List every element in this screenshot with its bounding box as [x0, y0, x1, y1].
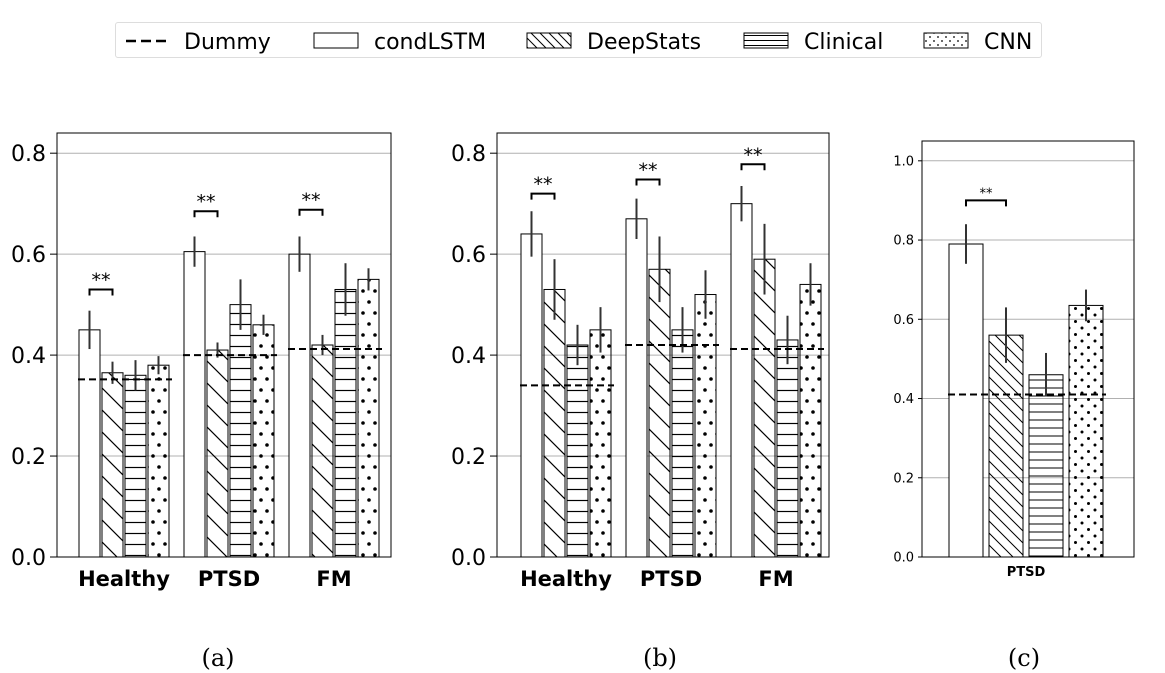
x-tick-label-ptsd: PTSD	[1007, 565, 1046, 580]
y-tick-label: 0.0	[11, 546, 46, 571]
y-tick-label: 0.0	[893, 551, 914, 566]
significance-label-healthy: **	[92, 269, 111, 291]
y-tick-label: 0.4	[893, 392, 914, 407]
legend-item-deepstats: DeepStats	[526, 30, 701, 55]
y-tick-label: 0.6	[893, 313, 914, 328]
significance-label-ptsd: **	[980, 186, 994, 201]
legend: Dummy condLSTM DeepStats Clinical CNN	[115, 22, 1042, 58]
legend-cnn-swatch	[923, 32, 969, 49]
y-tick-label: 1.0	[893, 154, 914, 169]
significance-bracket-fm	[740, 163, 766, 171]
x-tick-label-ptsd: PTSD	[198, 567, 260, 591]
legend-label-condlstm: condLSTM	[374, 30, 486, 55]
y-tick-label: 0.6	[451, 243, 486, 268]
legend-label-cnn: CNN	[984, 30, 1032, 55]
plot-frame	[56, 132, 392, 558]
bar-cnn-ptsd	[252, 324, 275, 558]
bar-cnn-ptsd	[1068, 304, 1104, 558]
bar-condlstm-ptsd	[625, 218, 648, 558]
y-tick-label: 0.6	[11, 243, 46, 268]
bar-clinical-ptsd	[671, 329, 694, 558]
plot-frame	[921, 140, 1135, 558]
x-tick-label-healthy: Healthy	[520, 567, 612, 591]
legend-label-clinical: Clinical	[804, 30, 883, 55]
y-tick-label: 0.8	[11, 142, 46, 167]
bar-clinical-fm	[334, 288, 357, 558]
legend-label-dummy: Dummy	[184, 30, 271, 55]
bar-cnn-fm	[357, 278, 380, 558]
y-tick-label: 0.0	[451, 546, 486, 571]
significance-bracket-ptsd	[193, 210, 219, 218]
significance-label-fm: **	[302, 190, 321, 212]
x-tick-label-fm: FM	[758, 567, 793, 591]
chart-caption: (a)	[201, 644, 234, 672]
bar-clinical-ptsd	[229, 304, 252, 558]
significance-bracket-healthy	[88, 288, 114, 296]
bar-deepstats-fm	[753, 258, 776, 558]
y-tick-label: 0.8	[451, 142, 486, 167]
x-tick-label-ptsd: PTSD	[640, 567, 702, 591]
bar-deepstats-healthy	[101, 372, 124, 558]
chart-b: 0.0 0.2 0.4 0.6 0.8 ** Healthy ** PTSD ** FM (b)	[451, 132, 830, 672]
bar-condlstm-healthy	[520, 233, 543, 558]
bar-deepstats-ptsd	[206, 349, 229, 558]
legend-item-cnn: CNN	[923, 30, 1032, 55]
legend-svg: Dummy condLSTM DeepStats Clinical CNN	[126, 30, 1032, 55]
x-tick-label-fm: FM	[316, 567, 351, 591]
plot-frame	[496, 132, 830, 558]
y-tick-label: 0.2	[11, 445, 46, 470]
bar-cnn-healthy	[147, 364, 170, 558]
bar-clinical-ptsd	[1028, 374, 1064, 558]
significance-label-ptsd: **	[639, 159, 658, 181]
bar-condlstm-healthy	[78, 329, 101, 558]
legend-item-condlstm: condLSTM	[313, 30, 486, 55]
y-tick-label: 0.4	[11, 344, 46, 369]
bar-cnn-healthy	[589, 329, 612, 558]
bar-cnn-ptsd	[694, 294, 717, 558]
legend-item-clinical: Clinical	[743, 30, 883, 55]
chart-caption: (c)	[1008, 644, 1040, 672]
bar-deepstats-fm	[311, 344, 334, 558]
bar-condlstm-fm	[288, 253, 311, 558]
chart-c: 0.0 0.2 0.4 0.6 0.8 1.0 ** PTSD (c)	[893, 140, 1135, 672]
legend-deepstats-swatch	[526, 32, 572, 49]
y-tick-label: 0.4	[451, 344, 486, 369]
y-tick-label: 0.2	[893, 471, 914, 486]
bar-condlstm-ptsd	[948, 243, 984, 558]
legend-condlstm-swatch	[313, 32, 359, 49]
bar-deepstats-healthy	[543, 288, 566, 558]
chart-a: 0.0 0.2 0.4 0.6 0.8 ** Healthy ** PTSD ** FM (a)	[11, 132, 392, 672]
bar-deepstats-ptsd	[648, 268, 671, 558]
bar-clinical-fm	[776, 339, 799, 558]
significance-label-fm: **	[744, 144, 763, 166]
bar-condlstm-fm	[730, 203, 753, 558]
bar-cnn-fm	[799, 283, 822, 558]
bar-deepstats-ptsd	[988, 334, 1024, 558]
y-tick-label: 0.8	[893, 234, 914, 249]
bar-condlstm-ptsd	[183, 251, 206, 558]
significance-bracket-ptsd	[965, 199, 1007, 207]
significance-bracket-ptsd	[635, 178, 661, 186]
legend-clinical-swatch	[743, 32, 789, 49]
x-tick-label-healthy: Healthy	[78, 567, 170, 591]
significance-bracket-fm	[298, 208, 324, 216]
significance-bracket-healthy	[530, 192, 556, 200]
significance-label-ptsd: **	[197, 191, 216, 213]
y-tick-label: 0.2	[451, 445, 486, 470]
bar-clinical-healthy	[124, 374, 147, 558]
significance-label-healthy: **	[534, 174, 553, 196]
legend-label-deepstats: DeepStats	[587, 30, 701, 55]
legend-item-dummy: Dummy	[126, 30, 271, 55]
chart-caption: (b)	[643, 644, 677, 672]
bar-clinical-healthy	[566, 344, 589, 558]
